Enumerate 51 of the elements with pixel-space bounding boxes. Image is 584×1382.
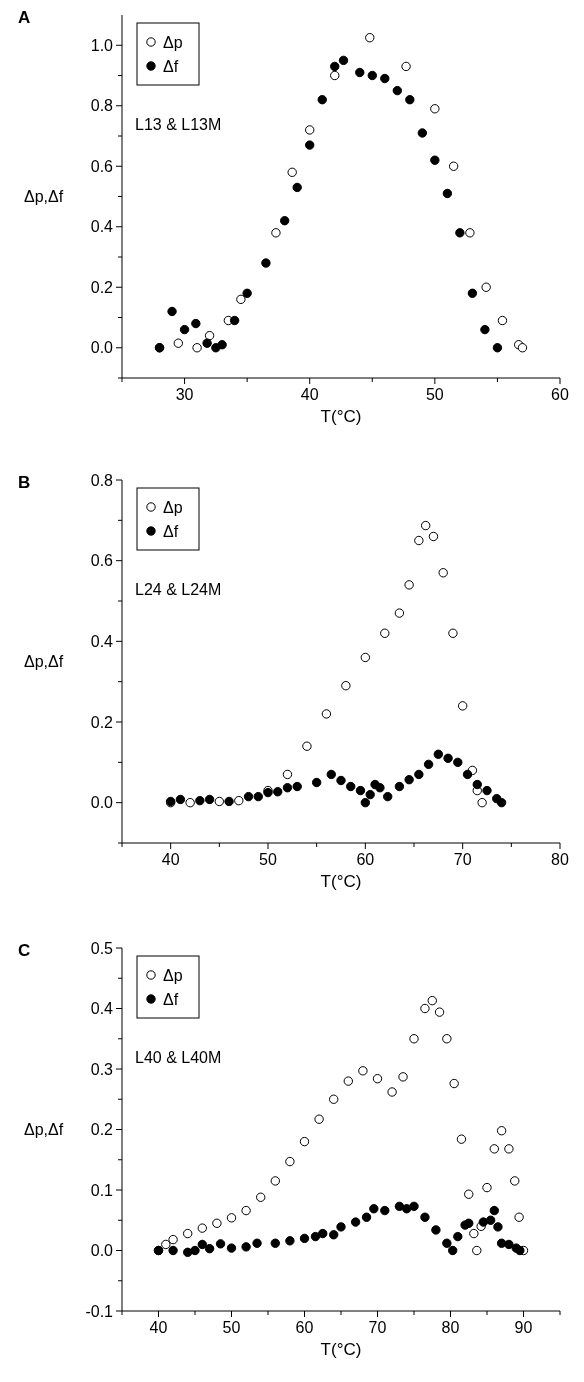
x-tick-label: 90	[514, 1319, 533, 1336]
legend-label: Δf	[163, 990, 179, 1008]
x-tick-label: 80	[551, 851, 569, 868]
y-tick-label: 1.0	[90, 36, 114, 54]
chart-title: A	[18, 8, 31, 27]
x-tick-label: 60	[356, 851, 375, 868]
y-axis-title: Δp,Δf	[24, 1121, 64, 1139]
chart-title: C	[18, 941, 31, 960]
legend-label: Δp	[163, 498, 183, 516]
x-tick-label: 40	[161, 851, 180, 868]
y-tick-label: 0.8	[90, 471, 114, 489]
y-tick-label: 0.4	[90, 218, 114, 236]
legend-label: Δf	[163, 522, 179, 540]
y-tick-label: 0.5	[90, 939, 114, 957]
y-axis-title: Δp,Δf	[24, 653, 64, 671]
x-tick-label: 70	[368, 1319, 387, 1336]
y-tick-label: 0.4	[90, 1000, 114, 1018]
legend-label: Δp	[163, 33, 183, 51]
y-tick-label: 0.1	[90, 1181, 114, 1199]
x-tick-label: 50	[222, 1319, 241, 1336]
x-axis-title: T(°C)	[320, 1340, 362, 1359]
legend-label: Δf	[163, 57, 179, 75]
x-tick-label: 40	[149, 1319, 168, 1336]
x-tick-label: 30	[175, 386, 194, 403]
x-tick-label: 50	[259, 851, 277, 868]
y-tick-label: 0.6	[90, 157, 114, 175]
x-tick-label: 60	[551, 386, 569, 403]
y-tick-label: 0.0	[90, 1242, 114, 1260]
y-tick-label: 0.4	[90, 632, 114, 650]
y-tick-label: -0.1	[85, 1302, 114, 1320]
y-tick-label: 0.0	[90, 339, 114, 357]
x-tick-label: 50	[425, 386, 444, 403]
chart-title: B	[18, 473, 31, 492]
y-tick-label: 0.2	[90, 278, 114, 296]
y-tick-label: 0.0	[90, 794, 114, 812]
annotation: L13 & L13M	[135, 116, 222, 133]
x-tick-label: 70	[453, 851, 472, 868]
x-axis-title: T(°C)	[320, 407, 362, 426]
y-tick-label: 0.2	[90, 1121, 114, 1139]
y-tick-label: 0.6	[90, 552, 114, 570]
y-axis-title: Δp,Δf	[24, 188, 64, 206]
y-tick-label: 0.2	[90, 713, 114, 731]
annotation: L40 & L40M	[135, 1049, 222, 1066]
x-axis-title: T(°C)	[320, 872, 362, 891]
x-tick-label: 80	[441, 1319, 460, 1336]
annotation: L24 & L24M	[135, 581, 222, 598]
y-tick-label: 0.3	[90, 1060, 114, 1078]
y-tick-label: 0.8	[90, 97, 114, 115]
x-tick-label: 40	[300, 386, 319, 403]
legend-label: Δp	[163, 966, 183, 984]
x-tick-label: 60	[295, 1319, 314, 1336]
